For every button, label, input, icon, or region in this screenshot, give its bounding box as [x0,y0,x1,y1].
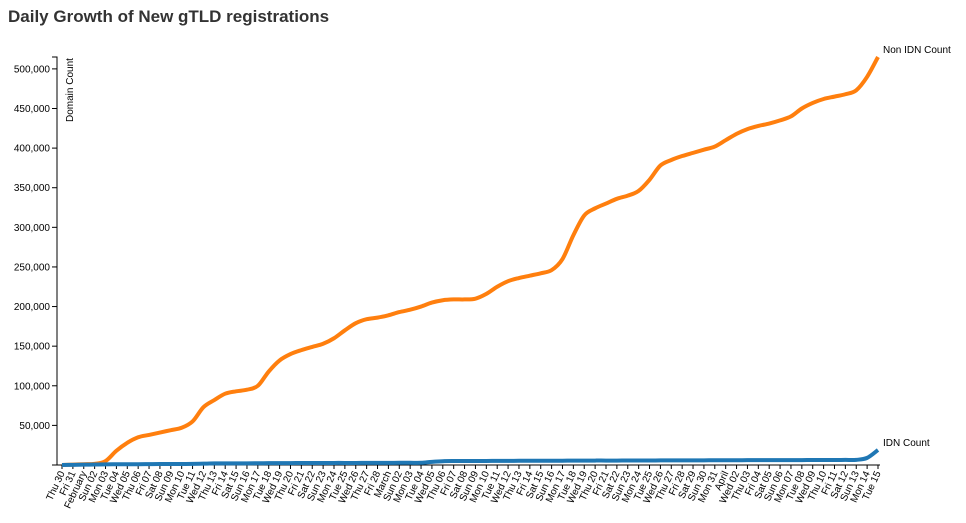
y-tick-label: 450,000 [14,104,51,115]
y-tick-label: 200,000 [14,302,51,313]
series-label: IDN Count [883,438,930,449]
y-tick-label: 250,000 [14,262,51,273]
y-tick-label: 300,000 [14,223,51,234]
y-axis [52,56,58,466]
chart-title: Daily Growth of New gTLD registrations [8,7,329,26]
y-tick-label: 500,000 [14,64,51,75]
y-axis-label: Domain Count [65,58,76,122]
series-line [61,56,880,467]
y-tick-label: 100,000 [14,381,51,392]
y-tick-label: 50,000 [19,421,50,432]
y-tick-label: 150,000 [14,342,51,353]
y-tick-label: 350,000 [14,183,51,194]
series-label: Non IDN Count [883,45,951,56]
series-line [61,448,880,467]
y-tick-label: 400,000 [14,144,51,155]
